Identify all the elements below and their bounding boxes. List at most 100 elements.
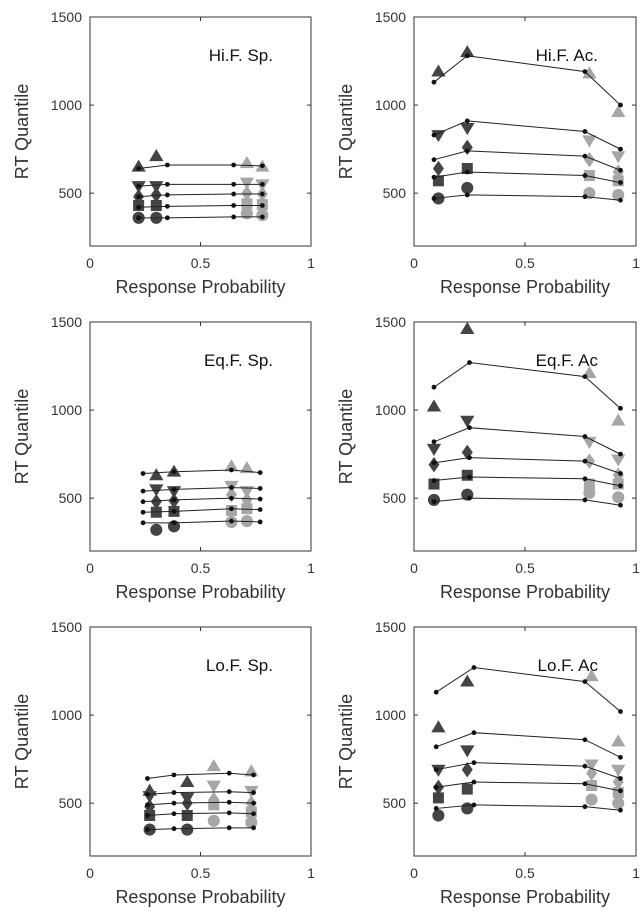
y-tick-label: 1500 xyxy=(51,314,82,330)
model-point xyxy=(464,118,470,124)
triangle-up-marker xyxy=(426,399,442,412)
model-point xyxy=(582,69,588,75)
model-point xyxy=(231,162,237,168)
triangle-up-marker xyxy=(582,66,597,79)
circle-marker xyxy=(612,491,625,504)
model-point xyxy=(259,191,265,197)
model-line xyxy=(433,55,621,106)
model-line xyxy=(143,508,261,513)
model-point xyxy=(251,790,256,795)
model-point xyxy=(431,132,437,138)
diamond-marker xyxy=(150,493,162,510)
model-point xyxy=(251,800,256,806)
model-point xyxy=(582,129,588,134)
model-point xyxy=(171,520,177,526)
diamond-marker xyxy=(432,160,444,177)
x-tick-label: 0 xyxy=(86,865,94,881)
y-tick-label: 500 xyxy=(383,185,407,201)
model-point xyxy=(471,779,477,785)
model-point xyxy=(226,825,232,831)
panel-1: 500 1000 1500 0 0.5 1 Response Probability RT Q… xyxy=(12,9,315,297)
model-line xyxy=(433,120,621,150)
y-axis-label: RT Quantile xyxy=(336,84,356,179)
model-point xyxy=(229,495,234,501)
model-line xyxy=(143,487,261,492)
triangle-up-marker xyxy=(224,459,239,472)
triangle-down-marker xyxy=(582,436,597,449)
circle-marker xyxy=(207,814,220,827)
model-point xyxy=(226,770,232,776)
model-point xyxy=(431,174,437,180)
y-tick-label: 1500 xyxy=(375,9,406,25)
model-line xyxy=(138,183,263,187)
x-tick-label: 0.5 xyxy=(191,560,211,576)
model-line xyxy=(433,171,621,184)
model-point xyxy=(164,192,170,198)
triangle-up-marker xyxy=(431,64,446,77)
axes-frame xyxy=(413,16,637,247)
triangle-up-marker xyxy=(131,159,146,172)
x-tick-label: 1 xyxy=(632,255,640,271)
y-tick-label: 1000 xyxy=(375,97,406,113)
model-point xyxy=(229,506,234,512)
panel-title: Eq.F. Ac xyxy=(536,351,599,370)
triangle-up-marker xyxy=(180,774,195,787)
model-point xyxy=(171,497,177,503)
model-point xyxy=(257,470,263,476)
model-point xyxy=(582,497,588,503)
triangle-down-marker xyxy=(149,181,164,194)
x-tick-label: 0 xyxy=(86,560,94,576)
model-point xyxy=(431,478,437,483)
axes-frame xyxy=(89,16,312,247)
model-point xyxy=(136,166,142,171)
y-tick-label: 1000 xyxy=(51,707,82,723)
model-point xyxy=(140,520,146,526)
diamond-marker xyxy=(241,185,253,201)
triangle-up-marker xyxy=(149,468,164,481)
model-point xyxy=(140,509,146,515)
model-point xyxy=(226,810,232,816)
model-point xyxy=(433,744,439,750)
model-point xyxy=(164,162,170,168)
model-point xyxy=(471,760,477,766)
model-point xyxy=(582,434,588,439)
panel-title: Eq.F. Sp. xyxy=(204,351,273,370)
triangle-up-marker xyxy=(239,461,255,474)
triangle-down-marker xyxy=(460,415,475,428)
model-point xyxy=(136,183,142,189)
model-point xyxy=(467,455,472,461)
x-tick-label: 0.5 xyxy=(515,255,535,271)
circle-marker xyxy=(181,823,194,836)
diamond-marker xyxy=(208,791,220,808)
model-point xyxy=(171,790,177,795)
square-marker xyxy=(432,792,444,804)
model-line xyxy=(138,216,263,219)
x-tick-label: 1 xyxy=(307,560,315,576)
model-point xyxy=(226,799,232,805)
model-line xyxy=(147,772,254,779)
model-line xyxy=(138,204,263,208)
model-point xyxy=(618,483,623,489)
model-point xyxy=(259,163,265,169)
panel-title: Hi.F. Ac. xyxy=(536,46,598,65)
model-point xyxy=(229,518,234,524)
diamond-marker xyxy=(612,164,624,180)
model-point xyxy=(618,471,623,476)
model-point xyxy=(226,789,232,795)
x-tick-label: 1 xyxy=(632,560,640,576)
y-tick-label: 1000 xyxy=(375,402,406,418)
triangle-down-marker xyxy=(611,454,626,467)
model-line xyxy=(143,520,261,524)
circle-marker xyxy=(432,809,445,822)
triangle-down-marker xyxy=(239,177,255,190)
model-point xyxy=(171,508,177,514)
model-point xyxy=(431,79,437,85)
y-axis-label: RT Quantile xyxy=(12,389,32,484)
model-point xyxy=(467,425,472,431)
model-point xyxy=(171,486,177,492)
model-line xyxy=(433,457,621,474)
model-point xyxy=(257,507,263,513)
circle-marker xyxy=(461,802,474,815)
